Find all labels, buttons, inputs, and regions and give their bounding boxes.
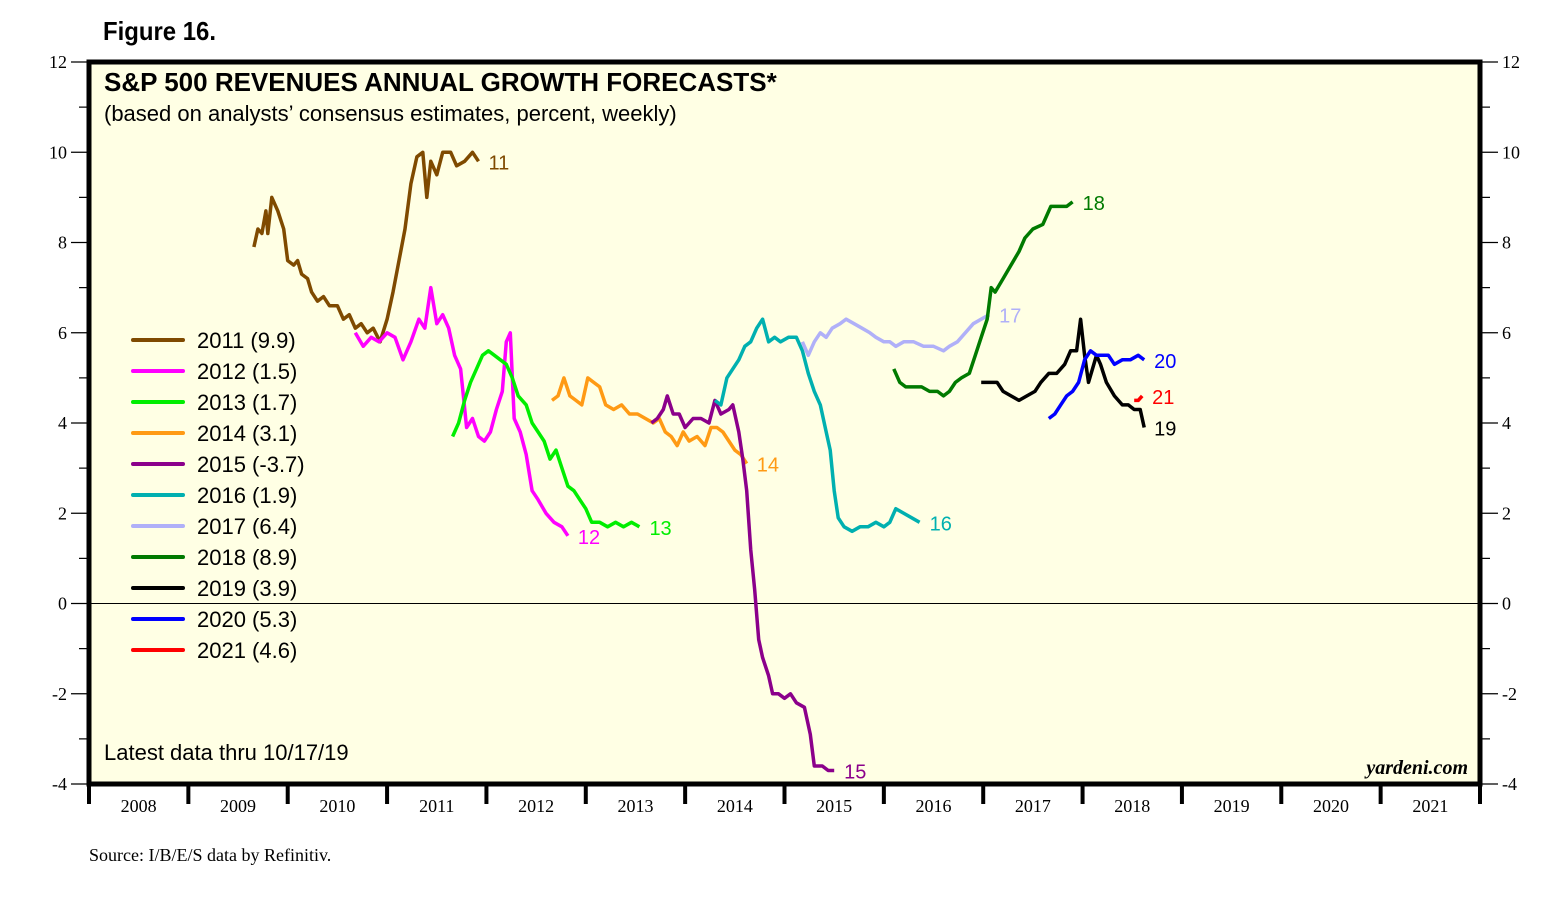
- series-line-16: [713, 317, 921, 534]
- plot-area: [86, 59, 1483, 787]
- series-end-label: 16: [930, 513, 952, 535]
- series-end-label: 15: [844, 761, 866, 783]
- series-line-15: [650, 394, 835, 773]
- x-tick-label: 2008: [121, 796, 157, 816]
- legend-entry: 2017 (6.4): [197, 514, 297, 539]
- x-tick-label: 2018: [1114, 796, 1150, 816]
- chart-title: S&P 500 REVENUES ANNUAL GROWTH FORECASTS…: [104, 67, 778, 97]
- legend-entry: 2018 (8.9): [197, 545, 297, 570]
- brand-label: yardeni.com: [1364, 757, 1468, 779]
- x-tick-label: 2014: [717, 796, 753, 816]
- y-axis-left: 12 10 8 6 4 2 0 -2 -4: [49, 52, 89, 794]
- series-group: 11 12 13 14 15 16 17 18 19 20 21: [252, 150, 1176, 783]
- y-tick-label-right: 6: [1502, 323, 1511, 343]
- y-axis-right: 12 10 8 6 4 2 0 -2 -4: [1480, 52, 1520, 794]
- figure-label: Figure 16.: [103, 16, 217, 46]
- y-tick-label-left: 12: [49, 52, 67, 72]
- x-tick-label: 2013: [617, 796, 653, 816]
- y-tick-label-right: 4: [1502, 413, 1511, 433]
- legend-entry: 2019 (3.9): [197, 576, 297, 601]
- legend-entry: 2011 (9.9): [197, 328, 296, 353]
- y-tick-label-right: 2: [1502, 503, 1511, 523]
- y-tick-label-left: 10: [49, 142, 67, 162]
- x-tick-label: 2011: [419, 796, 454, 816]
- y-tick-label-right: -2: [1502, 684, 1517, 704]
- legend-entry: 2020 (5.3): [197, 607, 297, 632]
- legend-entry: 2014 (3.1): [197, 421, 297, 446]
- x-tick-label: 2020: [1313, 796, 1349, 816]
- legend: 2011 (9.9) 2012 (1.5) 2013 (1.7) 2014 (3.1)…: [131, 328, 305, 663]
- y-tick-label-left: 8: [58, 233, 67, 253]
- series-line-20: [1047, 349, 1146, 420]
- x-tick-label: 2009: [220, 796, 256, 816]
- series-line-13: [451, 349, 641, 529]
- series-line-19: [981, 317, 1146, 428]
- y-tick-label-right: 12: [1502, 52, 1520, 72]
- legend-entry: 2013 (1.7): [197, 390, 297, 415]
- series-line-21: [1134, 394, 1144, 403]
- x-tick-label: 2010: [319, 796, 355, 816]
- x-tick-label: 2012: [518, 796, 554, 816]
- x-tick-label: 2015: [816, 796, 852, 816]
- series-end-label: 11: [488, 152, 509, 174]
- series-end-label: 13: [649, 518, 671, 540]
- series-end-label: 21: [1152, 387, 1174, 409]
- y-tick-label-right: 8: [1502, 233, 1511, 253]
- y-tick-label-left: -2: [52, 684, 67, 704]
- legend-entry: 2015 (-3.7): [197, 452, 305, 477]
- y-tick-label-left: 0: [58, 594, 67, 614]
- source-note: Source: I/B/E/S data by Refinitiv.: [89, 845, 332, 865]
- y-tick-label-left: 2: [58, 503, 67, 523]
- series-line-17: [800, 313, 991, 358]
- series-end-label: 12: [578, 527, 600, 549]
- x-tick-label: 2016: [916, 796, 952, 816]
- series-end-label: 19: [1154, 419, 1176, 441]
- series-line-12: [353, 285, 570, 537]
- x-tick-label: 2017: [1015, 796, 1051, 816]
- y-tick-label-right: -4: [1502, 774, 1517, 794]
- legend-entry: 2016 (1.9): [197, 483, 297, 508]
- series-line-18: [892, 200, 1074, 398]
- y-tick-label-right: 0: [1502, 594, 1511, 614]
- chart-subtitle: (based on analysts’ consensus estimates,…: [104, 101, 677, 126]
- latest-data-note: Latest data thru 10/17/19: [104, 740, 349, 765]
- legend-entry: 2021 (4.6): [197, 638, 297, 663]
- series-end-label: 14: [757, 455, 779, 477]
- x-tick-label: 2019: [1214, 796, 1250, 816]
- y-tick-label-left: 4: [58, 413, 67, 433]
- series-end-label: 20: [1154, 351, 1176, 373]
- y-tick-label-left: -4: [52, 774, 67, 794]
- y-tick-label-right: 10: [1502, 142, 1520, 162]
- series-end-label: 17: [999, 306, 1021, 328]
- x-tick-label: 2021: [1412, 796, 1448, 816]
- series-end-label: 18: [1083, 193, 1105, 215]
- legend-entry: 2012 (1.5): [197, 359, 297, 384]
- y-tick-label-left: 6: [58, 323, 67, 343]
- x-axis: 2008 2009 2010 2011 2012 2013 2014 2015 2016 2017…: [87, 784, 1482, 816]
- series-line-11: [252, 150, 480, 344]
